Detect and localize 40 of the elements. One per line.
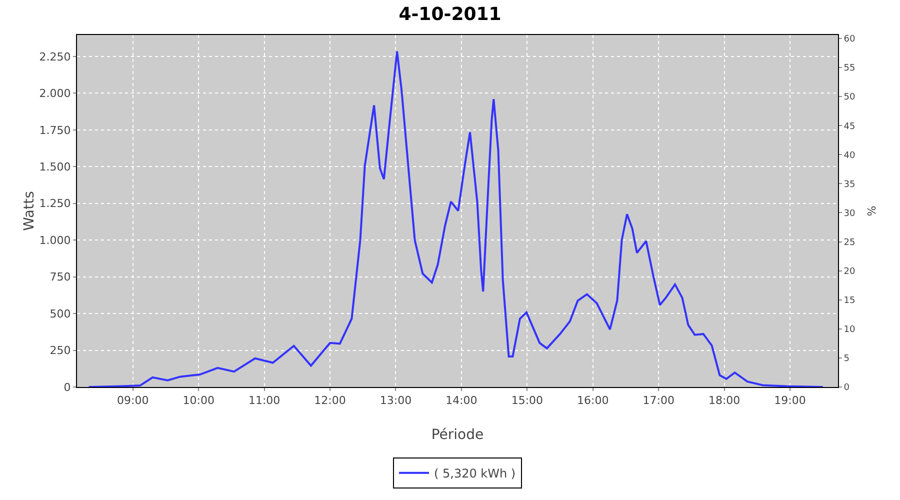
y2-tick-label: 55 — [844, 64, 856, 74]
y2-tick-label: 35 — [844, 180, 856, 190]
y2-tick-label: 30 — [844, 208, 856, 219]
x-tick-label: 12:00 — [314, 394, 346, 408]
y2-tick-label: 5 — [844, 354, 850, 364]
y-tick-label: 750 — [50, 270, 71, 284]
legend-label: ( 5,320 kWh ) — [434, 466, 516, 481]
y-tick-label: 2.000 — [39, 87, 71, 100]
y-axis-title: Watts — [21, 191, 38, 231]
x-axis-title: Période — [431, 427, 484, 443]
x-tick-label: 10:00 — [182, 394, 214, 408]
y2-tick-label: 45 — [844, 122, 856, 132]
y-tick-label: 1.250 — [39, 197, 71, 210]
y-tick-label: 250 — [50, 344, 71, 358]
y-tick-label: 1.500 — [39, 160, 71, 174]
y-tick-label: 2.250 — [39, 50, 71, 64]
x-tick-label: 13:00 — [380, 394, 412, 408]
chart-title: 4-10-2011 — [398, 4, 502, 26]
x-tick-label: 09:00 — [117, 394, 149, 408]
y-tick-label: 0 — [64, 380, 71, 394]
x-tick-label: 19:00 — [774, 394, 806, 408]
x-tick-label: 16:00 — [577, 394, 609, 408]
x-tick-label: 11:00 — [248, 394, 280, 408]
y2-axis-title: % — [866, 206, 878, 216]
x-tick-label: 15:00 — [511, 394, 544, 408]
y2-tick-label: 15 — [844, 296, 856, 306]
y-tick-label: 1.000 — [39, 234, 71, 247]
x-tick-label: 17:00 — [642, 394, 674, 408]
y2-tick-label: 50 — [844, 92, 856, 103]
y2-tick-label: 10 — [844, 325, 856, 336]
line-series — [88, 50, 824, 387]
x-tick-label: 14:00 — [446, 394, 478, 408]
y2-tick-label: 60 — [844, 34, 856, 45]
y-tick-label: 1.750 — [39, 124, 71, 137]
y2-tick-label: 25 — [844, 238, 856, 248]
y-tick-label: 500 — [50, 307, 71, 320]
x-tick-label: 18:00 — [708, 394, 740, 408]
y2-tick-label: 0 — [844, 383, 850, 394]
y2-tick-label: 20 — [844, 266, 856, 277]
y2-tick-label: 40 — [844, 150, 856, 161]
